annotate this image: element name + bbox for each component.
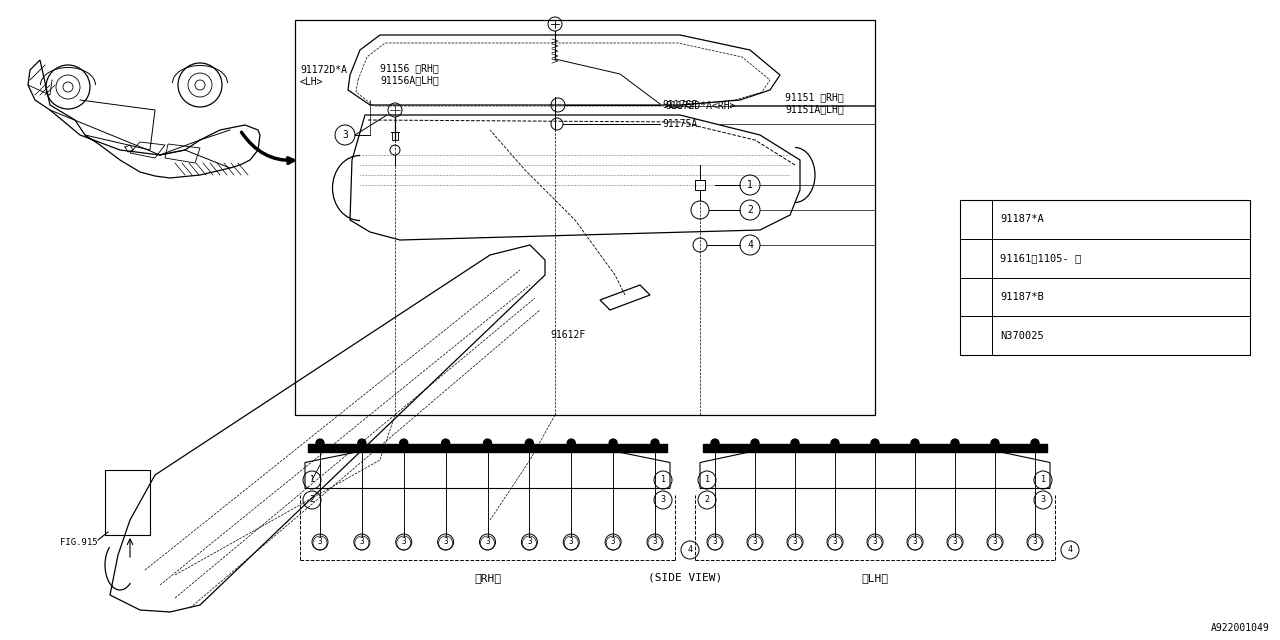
Text: 1: 1: [704, 476, 709, 484]
Text: 4: 4: [973, 331, 979, 340]
Bar: [712, 445, 718, 450]
Text: 4: 4: [1068, 545, 1073, 554]
Text: (SIDE VIEW): (SIDE VIEW): [648, 573, 722, 583]
Text: 4: 4: [687, 545, 692, 554]
Text: FIG.915: FIG.915: [60, 538, 97, 547]
Circle shape: [831, 439, 838, 447]
Circle shape: [399, 439, 408, 447]
Circle shape: [710, 439, 719, 447]
Bar: [695, 180, 705, 190]
Text: 3: 3: [713, 538, 717, 547]
Text: 91175A: 91175A: [662, 119, 698, 129]
Circle shape: [316, 439, 324, 447]
Bar: [568, 445, 575, 450]
Text: 3: 3: [653, 538, 658, 547]
Text: 3: 3: [611, 538, 616, 547]
Bar: [1032, 445, 1038, 450]
Text: 91151 〈RH〉: 91151 〈RH〉: [785, 92, 844, 102]
Text: 3: 3: [660, 495, 666, 504]
Text: 3: 3: [568, 538, 573, 547]
Circle shape: [791, 439, 799, 447]
Text: 91172D*A<RH>: 91172D*A<RH>: [666, 101, 736, 111]
Text: 3: 3: [913, 538, 918, 547]
Bar: [317, 445, 323, 450]
Bar: [105, 470, 150, 535]
Bar: [960, 200, 1251, 355]
Bar: [952, 445, 957, 450]
Text: 〈LH〉: 〈LH〉: [861, 573, 888, 583]
Text: 3: 3: [1041, 495, 1046, 504]
Circle shape: [442, 439, 449, 447]
Bar: [358, 445, 365, 450]
Text: 3: 3: [485, 538, 490, 547]
Text: 1: 1: [660, 476, 666, 484]
Bar: [652, 445, 658, 450]
Circle shape: [567, 439, 575, 447]
Text: 3: 3: [527, 538, 531, 547]
Text: 3: 3: [833, 538, 837, 547]
Bar: [792, 445, 797, 450]
Text: 2: 2: [973, 253, 979, 263]
Text: 1: 1: [973, 214, 979, 225]
Text: 91161、1105- 〉: 91161、1105- 〉: [1000, 253, 1082, 263]
Text: 91172D*A: 91172D*A: [300, 65, 347, 75]
Text: 3: 3: [952, 538, 957, 547]
Text: 91187*B: 91187*B: [1000, 292, 1043, 302]
Text: 1: 1: [1041, 476, 1046, 484]
Text: N370025: N370025: [1000, 331, 1043, 340]
Text: 91156 〈RH〉: 91156 〈RH〉: [380, 63, 439, 73]
Text: 91151A〈LH〉: 91151A〈LH〉: [785, 104, 844, 114]
Bar: [294, 20, 876, 415]
Bar: [753, 445, 758, 450]
Circle shape: [525, 439, 534, 447]
Text: 91176F: 91176F: [662, 100, 698, 110]
Text: 〈RH〉: 〈RH〉: [474, 573, 500, 583]
Text: 2: 2: [310, 495, 315, 504]
Text: 3: 3: [443, 538, 448, 547]
Text: 1: 1: [310, 476, 315, 484]
Bar: [443, 445, 448, 450]
Text: 3: 3: [360, 538, 365, 547]
Circle shape: [652, 439, 659, 447]
Text: 3: 3: [1033, 538, 1037, 547]
Circle shape: [911, 439, 919, 447]
Bar: [832, 445, 838, 450]
Text: 3: 3: [792, 538, 797, 547]
Bar: [485, 445, 490, 450]
Bar: [526, 445, 532, 450]
Text: 91187*A: 91187*A: [1000, 214, 1043, 225]
Text: 3: 3: [873, 538, 877, 547]
Text: 91156A〈LH〉: 91156A〈LH〉: [380, 75, 439, 85]
Bar: [611, 445, 616, 450]
Bar: [992, 445, 998, 450]
Text: 3: 3: [317, 538, 323, 547]
Circle shape: [870, 439, 879, 447]
Bar: [913, 445, 918, 450]
Circle shape: [1030, 439, 1039, 447]
Text: A922001049: A922001049: [1211, 623, 1270, 633]
Circle shape: [609, 439, 617, 447]
Circle shape: [751, 439, 759, 447]
Circle shape: [991, 439, 998, 447]
Text: <LH>: <LH>: [300, 77, 324, 87]
Circle shape: [951, 439, 959, 447]
Circle shape: [484, 439, 492, 447]
Text: 1: 1: [748, 180, 753, 190]
Text: 3: 3: [973, 292, 979, 302]
Text: 91612F: 91612F: [550, 330, 585, 340]
Text: 2: 2: [704, 495, 709, 504]
Text: 2: 2: [748, 205, 753, 215]
Bar: [401, 445, 407, 450]
Bar: [872, 445, 878, 450]
Circle shape: [358, 439, 366, 447]
Text: 4: 4: [748, 240, 753, 250]
Text: 3: 3: [342, 130, 348, 140]
Text: 3: 3: [753, 538, 758, 547]
Text: 3: 3: [402, 538, 406, 547]
Text: 3: 3: [993, 538, 997, 547]
